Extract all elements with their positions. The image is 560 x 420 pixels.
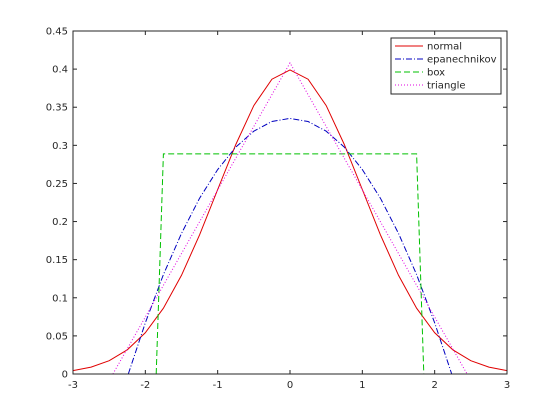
x-tick-label: -3 — [68, 380, 78, 391]
y-tick-label: 0 — [62, 370, 68, 381]
y-tick-label: 0.4 — [52, 65, 68, 76]
legend-label-normal: normal — [427, 42, 462, 53]
y-tick-label: 0.45 — [46, 27, 68, 38]
x-tick-label: 1 — [359, 380, 365, 391]
series-line-triangle — [112, 61, 468, 375]
y-tick-label: 0.3 — [52, 141, 68, 152]
y-tick-label: 0.35 — [46, 103, 68, 114]
x-tick-label: -1 — [213, 380, 223, 391]
x-axis-ticks: -3 -2 -1 0 1 2 3 — [68, 31, 510, 391]
y-tick-label: 0.1 — [52, 293, 68, 304]
legend: normal epanechnikov box triangle — [390, 37, 502, 95]
legend-label-epanechnikov: epanechnikov — [427, 55, 497, 66]
y-tick-label: 0.2 — [52, 217, 68, 228]
y-tick-label: 0.25 — [46, 179, 68, 190]
legend-label-box: box — [427, 68, 445, 79]
y-tick-label: 0.15 — [46, 255, 68, 266]
series-line-box — [155, 153, 425, 375]
x-tick-label: 3 — [504, 380, 510, 391]
x-tick-label: 0 — [287, 380, 293, 391]
y-axis-ticks: 0 0.05 0.1 0.15 0.2 0.25 0.3 0.35 0.4 0.45 — [46, 27, 507, 381]
x-tick-label: -2 — [140, 380, 150, 391]
series-line-normal — [72, 69, 508, 372]
plot-series — [72, 61, 508, 375]
legend-box — [390, 37, 502, 95]
y-tick-label: 0.05 — [46, 331, 68, 342]
legend-label-triangle: triangle — [427, 81, 466, 92]
x-tick-label: 2 — [431, 380, 437, 391]
